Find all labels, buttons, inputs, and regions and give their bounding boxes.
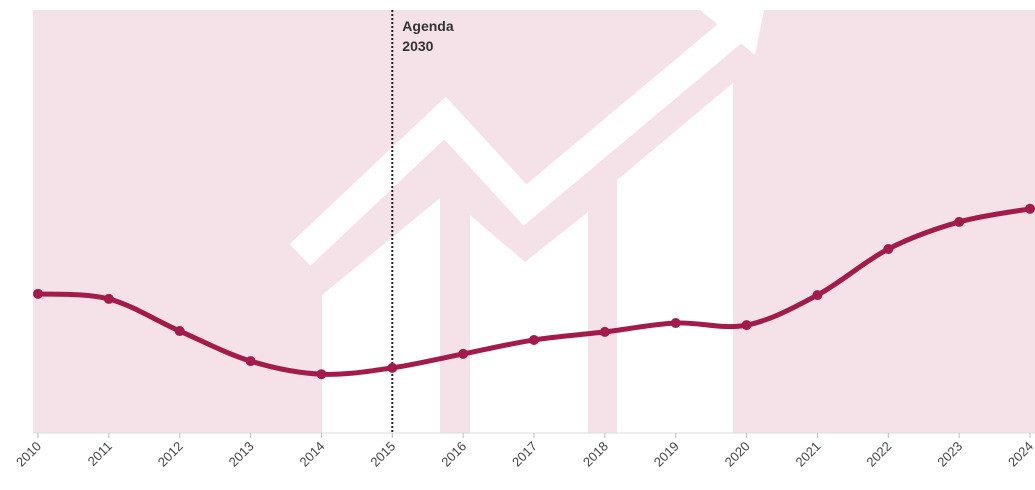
x-tick-label: 2012 — [155, 439, 186, 470]
point — [174, 326, 185, 337]
point — [458, 348, 469, 359]
point — [316, 369, 327, 380]
x-tick-label: 2015 — [367, 439, 398, 470]
point — [812, 290, 823, 301]
point — [387, 362, 398, 373]
point — [883, 243, 894, 254]
point — [954, 216, 965, 227]
x-tick-label: 2014 — [296, 439, 327, 470]
x-tick-label: 2022 — [863, 439, 894, 470]
x-tick-label: 2017 — [509, 439, 540, 470]
x-tick-label: 2019 — [651, 439, 682, 470]
point — [529, 334, 539, 345]
point — [33, 288, 43, 299]
x-tick-label: 2018 — [580, 439, 611, 470]
annotation-text: 2030 — [402, 38, 433, 54]
point — [741, 320, 752, 331]
point — [670, 318, 681, 329]
x-tick-label: 2016 — [438, 439, 469, 470]
point — [103, 293, 114, 304]
annotation-text: Agenda — [402, 18, 454, 34]
x-tick-label: 2010 — [13, 439, 44, 470]
x-tick-label: 2020 — [722, 439, 753, 470]
point — [1025, 203, 1035, 214]
x-tick-label: 2021 — [792, 439, 823, 470]
x-tick-label: 2023 — [934, 439, 965, 470]
x-tick-label: 2024 — [1005, 439, 1035, 470]
point — [245, 356, 256, 367]
point — [599, 326, 610, 337]
x-tick-label: 2011 — [85, 439, 115, 469]
x-tick-label: 2013 — [226, 439, 257, 470]
